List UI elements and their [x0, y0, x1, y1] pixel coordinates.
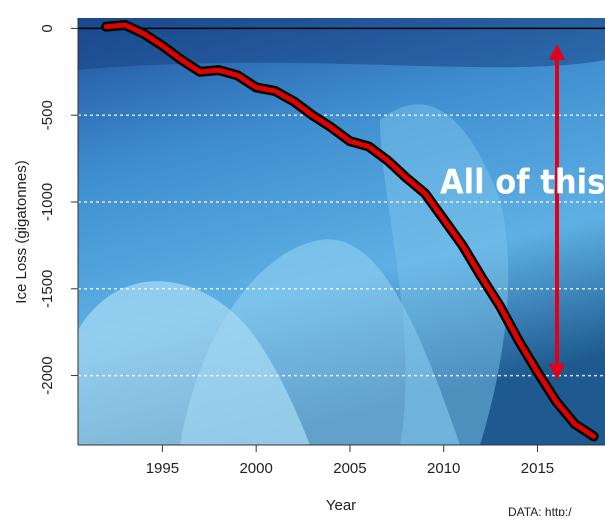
ice-shape	[78, 18, 605, 70]
ice-shape	[380, 104, 509, 446]
y-tick-label: -1000	[39, 183, 56, 221]
x-axis-label: Year	[326, 497, 356, 514]
y-tick-label: -1500	[39, 270, 56, 308]
y-tick-label: -2000	[39, 356, 56, 394]
line	[103, 22, 597, 439]
ice-shape	[78, 281, 310, 445]
annotation: All of this	[440, 163, 605, 203]
x-tick-label: 2000	[239, 460, 272, 477]
x-tick-label: 2015	[521, 460, 554, 477]
y-tick-label: -500	[39, 100, 56, 130]
plot-area: 0 -500 -1000 -1500 -2000 1995 2000 2005 2010 2015	[39, 18, 605, 477]
y-tick-label: 0	[39, 24, 56, 32]
x-tick-label: 2010	[427, 460, 460, 477]
source: DATA: http:/	[508, 505, 572, 516]
y-axis-label: Ice Loss (gigatonnes)	[13, 160, 30, 303]
x-tick-label: 1995	[146, 460, 179, 477]
x-tick-label: 2005	[333, 460, 366, 477]
